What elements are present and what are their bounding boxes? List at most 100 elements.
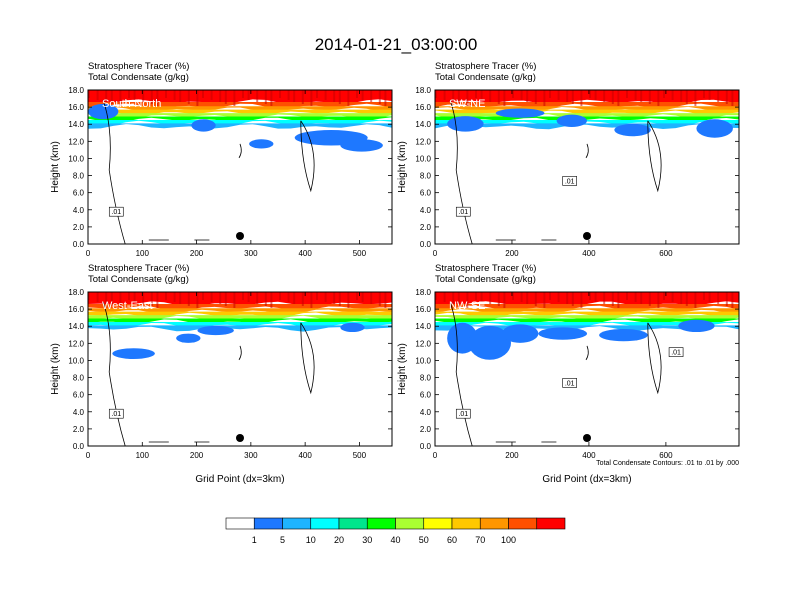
tracer-streak [133, 90, 136, 100]
tracer-band-4 [88, 315, 392, 321]
x-tick-label: 400 [582, 451, 596, 460]
contour-label: .01 [111, 411, 121, 418]
tracer-streak [680, 90, 683, 102]
tracer-streak [219, 292, 222, 304]
tracer-streak [247, 292, 250, 302]
y-tick-label: 0.0 [73, 240, 85, 249]
tracer-streak [316, 292, 318, 300]
tracer-streak [648, 292, 651, 306]
tracer-streak [165, 90, 167, 98]
tracer-streak [480, 292, 483, 302]
cloud-blob-2 [501, 324, 539, 343]
y-tick-label: 0.0 [73, 442, 85, 451]
colorbar-label: 5 [280, 535, 285, 545]
y-tick-label: 14.0 [415, 322, 431, 331]
tracer-streak [566, 292, 569, 304]
tracer-streak [196, 90, 199, 106]
y-tick-label: 4.0 [73, 408, 85, 417]
tracer-streak [270, 90, 273, 106]
figure-title: 2014-01-21_03:00:00 [315, 35, 478, 54]
y-tick-label: 4.0 [420, 408, 432, 417]
location-marker [583, 232, 591, 240]
x-tick-label: 300 [244, 249, 258, 258]
contour-label: .01 [671, 350, 681, 357]
tracer-streak [119, 90, 122, 106]
tracer-streak [435, 292, 437, 300]
colorbar-label: 50 [419, 535, 429, 545]
tracer-streak [543, 292, 546, 308]
contour-label-box [455, 408, 471, 419]
x-axis-label: Grid Point (dx=3km) [542, 474, 631, 485]
x-tick-label: 200 [505, 249, 519, 258]
tracer-streak [196, 292, 199, 308]
tracer-streak [694, 292, 697, 308]
tracer-streak [128, 292, 130, 300]
tracer-band-5 [88, 116, 392, 123]
colorbar-label: 100 [501, 535, 516, 545]
tracer-streak [370, 292, 373, 304]
contour-label: .01 [565, 178, 575, 185]
tracer-streak [452, 90, 455, 102]
section-label: NW-SE [449, 300, 485, 312]
tracer-streak [270, 292, 273, 308]
cloud-blob-2 [614, 123, 651, 137]
tracer-streak [173, 90, 176, 100]
tracer-streak [634, 90, 637, 100]
contour-lines [102, 301, 315, 447]
colorbar-box [395, 517, 425, 530]
tracer-streak [571, 292, 574, 306]
tracer-streak [347, 292, 350, 308]
tracer-streak [589, 90, 591, 98]
contour-label-box [455, 206, 471, 217]
contour-label-box [108, 408, 124, 419]
tracer-streak [634, 292, 637, 302]
y-tick-label: 16.0 [415, 305, 431, 314]
contour-line [300, 322, 315, 395]
tracer-streak [88, 90, 90, 98]
tracer-streak [310, 292, 313, 308]
plot-frame [434, 89, 740, 245]
tracer-streak [287, 292, 290, 302]
tracer-streak [534, 292, 537, 306]
tracer-streak [571, 90, 574, 104]
tracer-streak [301, 90, 304, 104]
tracer-streak [694, 90, 697, 106]
tracer-streak [580, 292, 583, 308]
x-tick-label: 600 [659, 451, 673, 460]
tracer-streak [680, 292, 683, 304]
cloud-blob-0 [191, 119, 216, 132]
cloud-blob-3 [538, 327, 587, 340]
tracer-streak [717, 292, 720, 304]
tracer-streak [279, 90, 281, 98]
x-tick-label: 200 [190, 249, 204, 258]
colorbar-box [338, 517, 368, 530]
tracer-streak [187, 292, 190, 306]
subtitle-condensate: Total Condensate (g/kg) [88, 274, 189, 285]
cloud-blob-1 [176, 333, 201, 343]
cloud-blob-4 [599, 328, 648, 342]
tracer-streak [594, 292, 597, 302]
cloud-blob-5 [678, 319, 715, 333]
tracer-streak [617, 90, 620, 106]
tracer-streak [347, 90, 350, 106]
tracer-streak [731, 90, 734, 106]
x-axis-label: Grid Point (dx=3km) [195, 474, 284, 485]
x-tick-label: 400 [298, 249, 312, 258]
tracer-streak [187, 90, 190, 104]
y-tick-label: 10.0 [68, 356, 84, 365]
y-tick-label: 6.0 [73, 391, 85, 400]
tracer-streak [526, 90, 529, 102]
tracer-streak [671, 292, 674, 302]
tracer-streak [626, 90, 628, 98]
tracer-streak [361, 292, 364, 302]
tracer-streak [731, 292, 734, 308]
contour-line [300, 120, 315, 193]
tracer-streak [264, 90, 267, 104]
tracer-streak [378, 292, 381, 306]
tracer-streak [703, 90, 705, 98]
location-marker [236, 232, 244, 240]
tracer-streak [480, 90, 483, 100]
x-tick-label: 0 [86, 249, 91, 258]
